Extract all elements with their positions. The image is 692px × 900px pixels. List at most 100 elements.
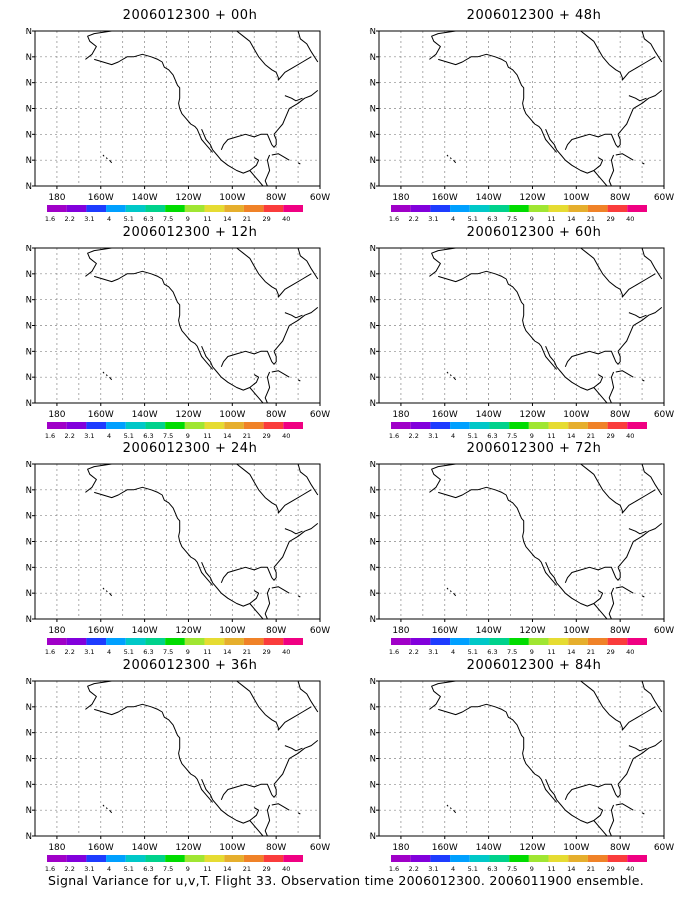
lon-tick-label: 100W bbox=[563, 410, 589, 420]
lat-tick-label: 70N bbox=[25, 678, 32, 687]
colorbar-swatch bbox=[86, 638, 107, 645]
map-background bbox=[35, 464, 320, 619]
coastline bbox=[220, 783, 277, 800]
lat-tick-label: 30N bbox=[25, 780, 32, 790]
lat-tick-label: 60N bbox=[369, 486, 376, 496]
colorbar-label: 7.5 bbox=[163, 432, 173, 440]
lat-tick-label: 50N bbox=[25, 79, 32, 89]
colorbar-label: 9 bbox=[186, 432, 190, 440]
colorbar-swatch bbox=[263, 422, 284, 429]
coastline bbox=[105, 807, 108, 810]
map-panel-p24: 2006012300 + 24h 10N 20N 30N 40N 50N 60N 70N 180… bbox=[25, 441, 355, 656]
colorbar-swatch bbox=[587, 205, 608, 212]
colorbar-swatch bbox=[627, 855, 647, 862]
coastline bbox=[608, 587, 615, 620]
coastline bbox=[564, 783, 621, 800]
coastline bbox=[297, 30, 319, 63]
coastline bbox=[593, 387, 608, 404]
lon-tick-label: 140W bbox=[476, 193, 502, 203]
colorbar-label: 14 bbox=[567, 215, 575, 223]
colorbar-swatch bbox=[430, 855, 451, 862]
colorbar-swatch bbox=[204, 205, 225, 212]
map-panel-p00: 2006012300 + 00h 10N 20N 30N 40N 50N 60N 70N 180… bbox=[25, 8, 355, 223]
colorbar-swatch bbox=[125, 205, 146, 212]
coastline bbox=[580, 463, 656, 514]
lat-tick-label: 70N bbox=[369, 245, 376, 254]
colorbar-label: 3.1 bbox=[84, 648, 94, 656]
coastline bbox=[102, 804, 105, 807]
colorbar-label: 7.5 bbox=[163, 215, 173, 223]
lat-tick-label: 60N bbox=[369, 270, 376, 280]
coastline bbox=[545, 346, 604, 391]
coastline bbox=[236, 247, 312, 298]
coastline bbox=[249, 820, 264, 837]
lat-tick-label: 50N bbox=[369, 79, 376, 89]
coastline bbox=[617, 523, 663, 568]
lon-tick-label: 140W bbox=[476, 410, 502, 420]
lat-tick-label: 40N bbox=[369, 755, 376, 765]
colorbar-label: 1.6 bbox=[45, 648, 55, 656]
colorbar-label: 7.5 bbox=[507, 648, 517, 656]
map-background bbox=[379, 31, 664, 186]
coastline bbox=[446, 804, 449, 807]
lat-tick-label: 10N bbox=[25, 615, 32, 625]
colorbar-label: 11 bbox=[547, 865, 555, 873]
coastlines bbox=[429, 30, 663, 187]
colorbar-swatch bbox=[627, 205, 647, 212]
colorbar-label: 11 bbox=[547, 215, 555, 223]
coastline bbox=[608, 804, 615, 837]
coastline bbox=[201, 346, 260, 391]
lat-tick-label: 60N bbox=[369, 703, 376, 713]
colorbar-swatch bbox=[224, 855, 244, 862]
coastline bbox=[580, 680, 656, 731]
map-plot: 10N 20N 30N 40N 50N 60N 70N 180 160W 140W 120W 100W… bbox=[25, 245, 330, 440]
colorbar-swatch bbox=[489, 638, 510, 645]
colorbar: 1.6 2.2 3.1 4 5.1 6.3 7.5 9 11 14 21 29 40 bbox=[45, 855, 303, 873]
lon-tick-label: 140W bbox=[476, 626, 502, 636]
coastline bbox=[105, 590, 108, 593]
map-plot: 10N 20N 30N 40N 50N 60N 70N 180 160W 140W 120W 100W… bbox=[369, 245, 674, 440]
coastline bbox=[449, 807, 452, 810]
colorbar-swatch bbox=[587, 855, 608, 862]
colorbar-swatch bbox=[204, 855, 225, 862]
lat-tick-label: 20N bbox=[369, 589, 376, 599]
colorbar-label: 5.1 bbox=[124, 648, 134, 656]
lat-tick-label: 20N bbox=[369, 806, 376, 816]
coastline bbox=[617, 90, 663, 135]
colorbar-label: 2.2 bbox=[65, 215, 75, 223]
lon-tick-label: 160W bbox=[88, 626, 114, 636]
coastline bbox=[593, 820, 608, 837]
lon-tick-label: 160W bbox=[432, 410, 458, 420]
coastline bbox=[297, 463, 319, 496]
coastline bbox=[273, 523, 319, 568]
coastline bbox=[615, 153, 634, 161]
lat-tick-label: 40N bbox=[25, 105, 32, 115]
lat-tick-label: 70N bbox=[25, 28, 32, 37]
colorbar-label: 21 bbox=[243, 215, 251, 223]
coastline bbox=[617, 740, 663, 785]
colorbar-swatch bbox=[125, 855, 146, 862]
coastline bbox=[109, 159, 113, 164]
map-grid bbox=[379, 248, 664, 403]
colorbar-swatch bbox=[627, 422, 647, 429]
colorbar-swatch bbox=[509, 855, 529, 862]
coastline bbox=[453, 159, 457, 164]
map-panel-p48: 2006012300 + 48h 10N 20N 30N 40N 50N 60N 70N 180… bbox=[369, 8, 692, 223]
colorbar-label: 14 bbox=[223, 215, 231, 223]
colorbar-swatch bbox=[106, 855, 126, 862]
colorbar-label: 4 bbox=[107, 648, 111, 656]
colorbar-swatch bbox=[528, 855, 549, 862]
map-grid bbox=[379, 464, 664, 619]
colorbar-swatch bbox=[410, 422, 431, 429]
coastline bbox=[297, 162, 301, 165]
coastlines bbox=[85, 30, 319, 187]
map-panel-p60: 2006012300 + 60h 10N 20N 30N 40N 50N 60N 70N 180… bbox=[369, 225, 692, 440]
colorbar-label: 2.2 bbox=[65, 432, 75, 440]
colorbar-label: 40 bbox=[282, 865, 290, 873]
colorbar-label: 29 bbox=[606, 215, 614, 223]
colorbar-label: 7.5 bbox=[163, 648, 173, 656]
colorbar: 1.6 2.2 3.1 4 5.1 6.3 7.5 9 11 14 21 29 40 bbox=[45, 422, 303, 440]
coastlines bbox=[429, 680, 663, 837]
colorbar-label: 1.6 bbox=[389, 432, 399, 440]
colorbar-label: 11 bbox=[203, 648, 211, 656]
